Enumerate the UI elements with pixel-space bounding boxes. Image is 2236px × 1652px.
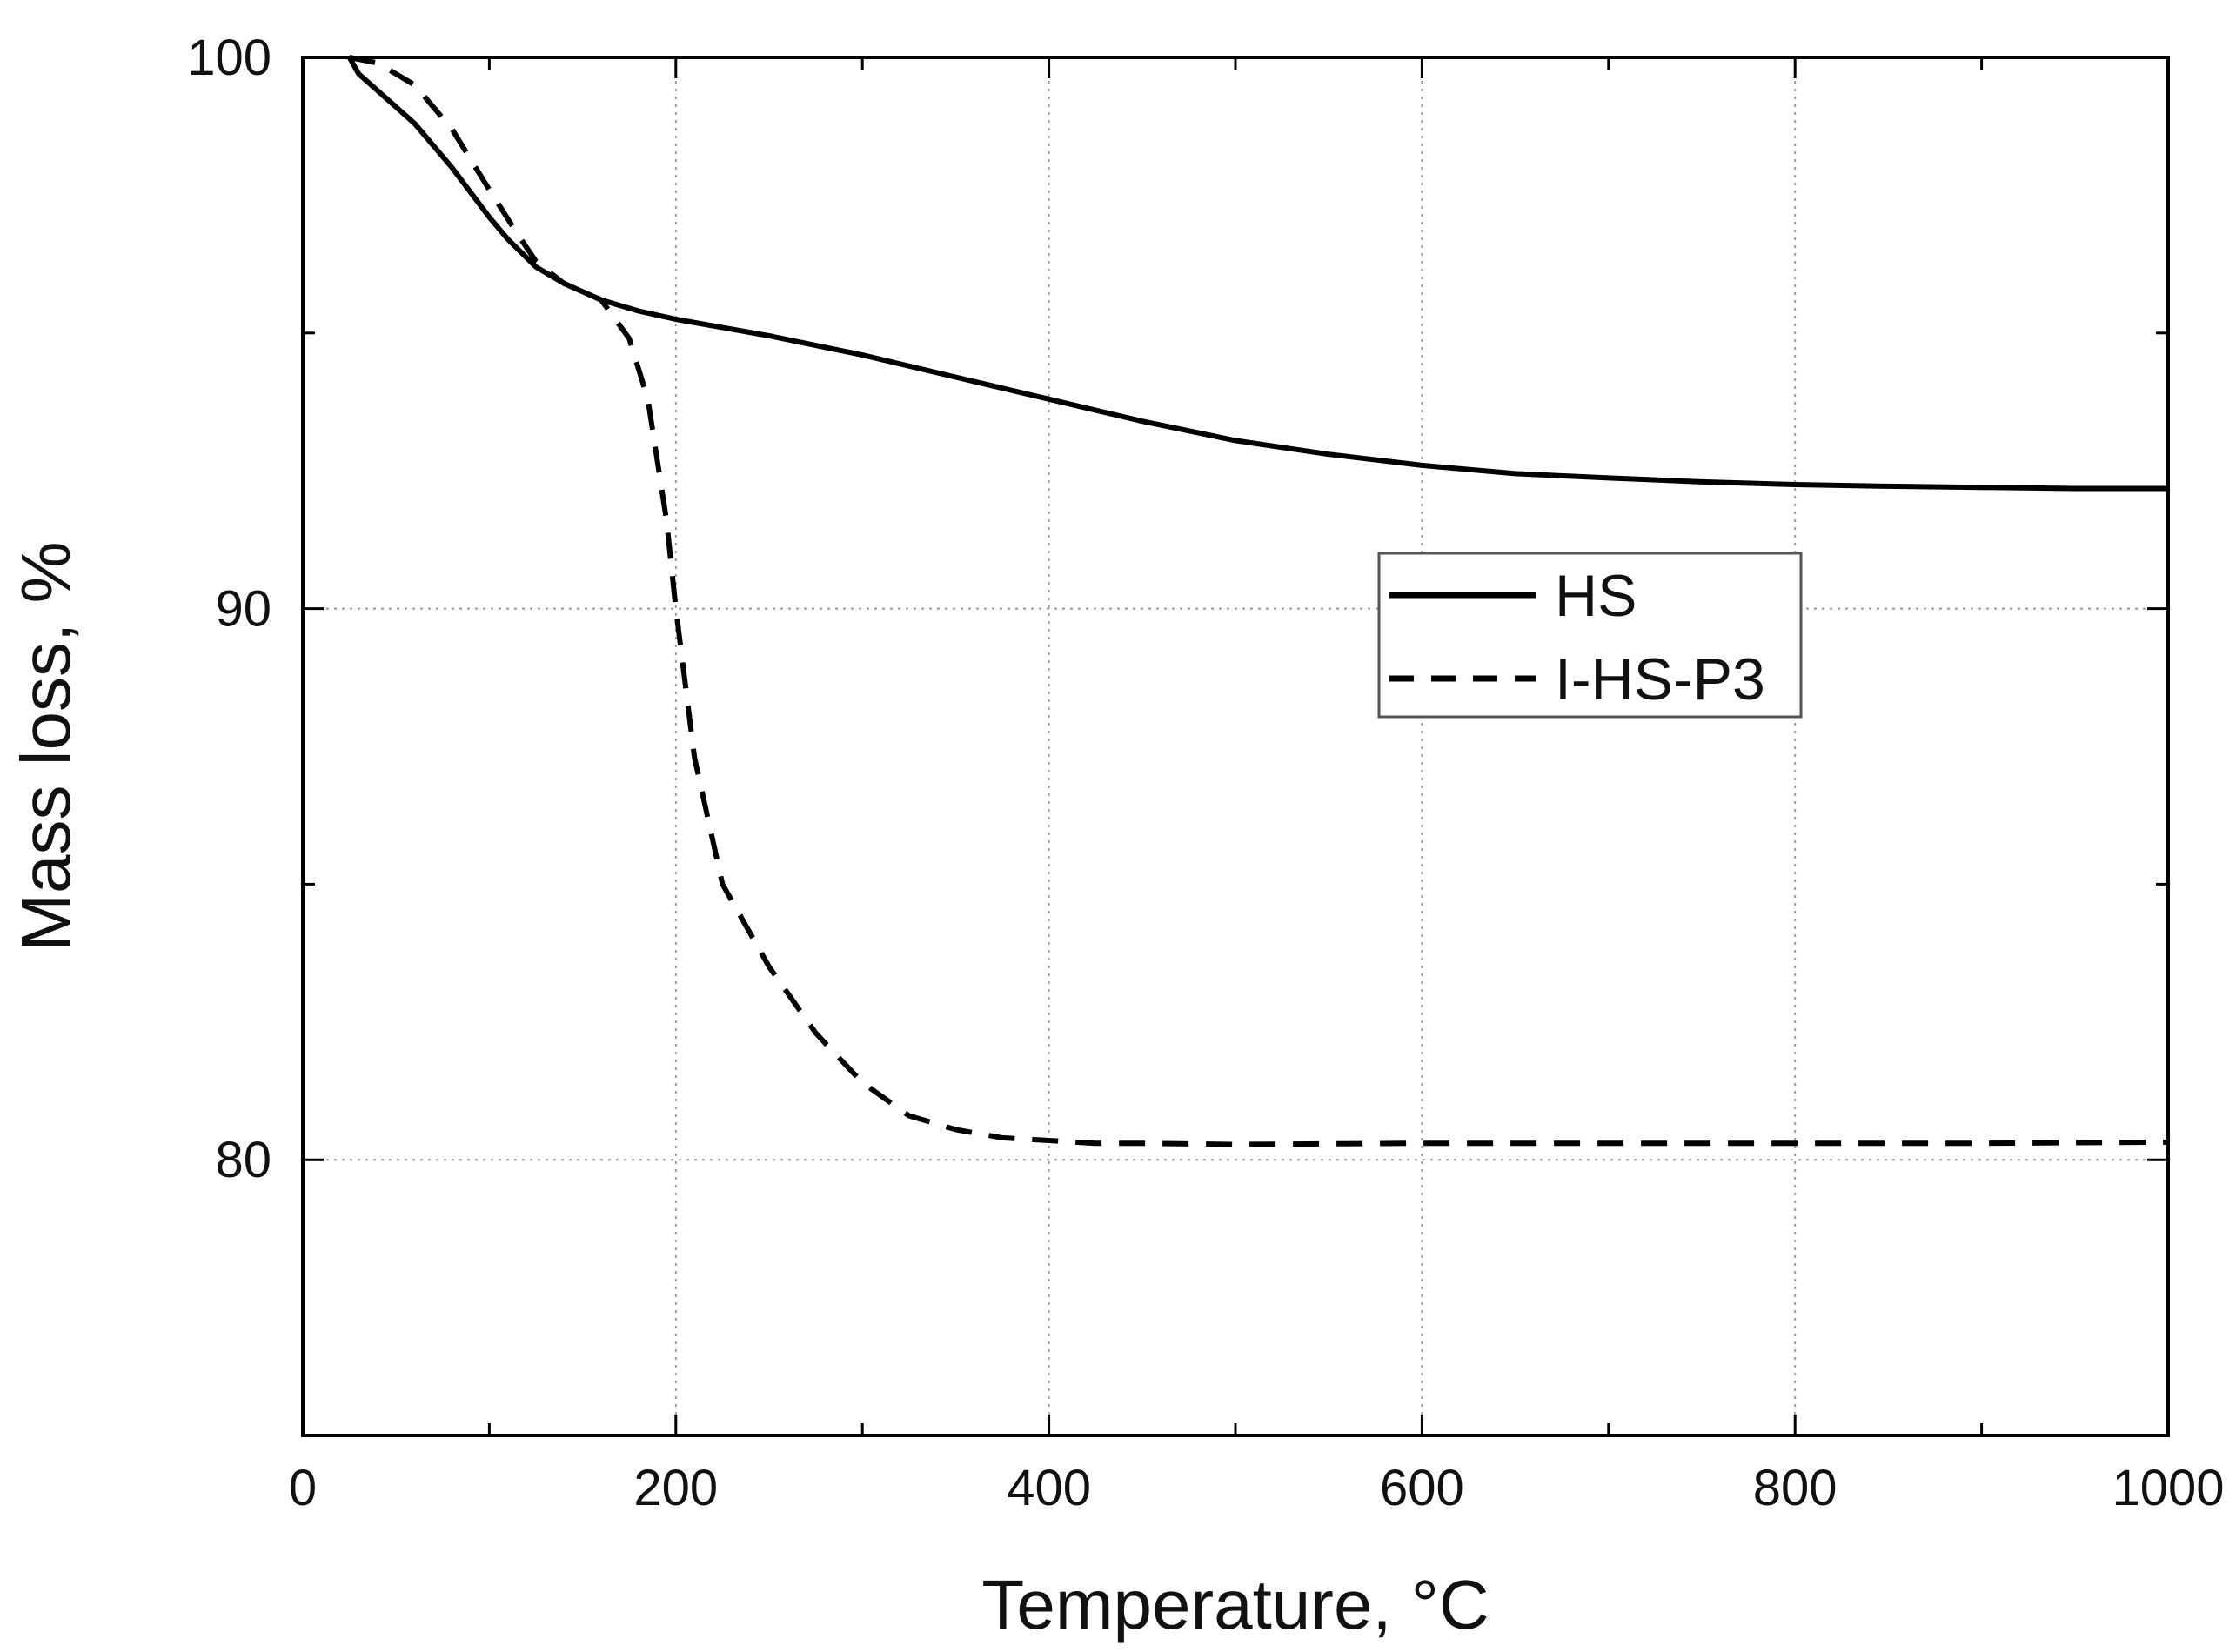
gridlines — [303, 57, 2168, 1435]
x-tick-label: 200 — [633, 1460, 718, 1516]
y-tick-label: 100 — [187, 30, 271, 86]
y-tick-label: 90 — [215, 581, 271, 638]
legend-box — [1377, 552, 1803, 719]
legend: HS I-HS-P3 — [1377, 552, 1803, 719]
x-tick-label: 400 — [1007, 1460, 1091, 1516]
y-tick-label: 80 — [215, 1132, 271, 1188]
series-line-hs — [346, 56, 2168, 492]
legend-label-hs: HS — [1555, 563, 1637, 629]
series-line-i-hs-p3 — [349, 55, 2169, 1147]
axis-ticks — [301, 56, 2170, 1435]
tick-labels: 0 200 400 600 800 1000 80 90 100 — [187, 30, 2224, 1516]
legend-label-i-hs-p3: I-HS-P3 — [1555, 646, 1765, 712]
x-tick-label: 600 — [1380, 1460, 1464, 1516]
x-tick-label: 1000 — [2112, 1460, 2224, 1516]
series-layer — [346, 55, 2169, 1147]
y-axis-title: Mass loss, % — [7, 541, 84, 951]
x-axis-title: Temperature, °C — [981, 1566, 1489, 1643]
x-tick-label: 0 — [289, 1460, 317, 1516]
x-tick-label: 800 — [1753, 1460, 1838, 1516]
